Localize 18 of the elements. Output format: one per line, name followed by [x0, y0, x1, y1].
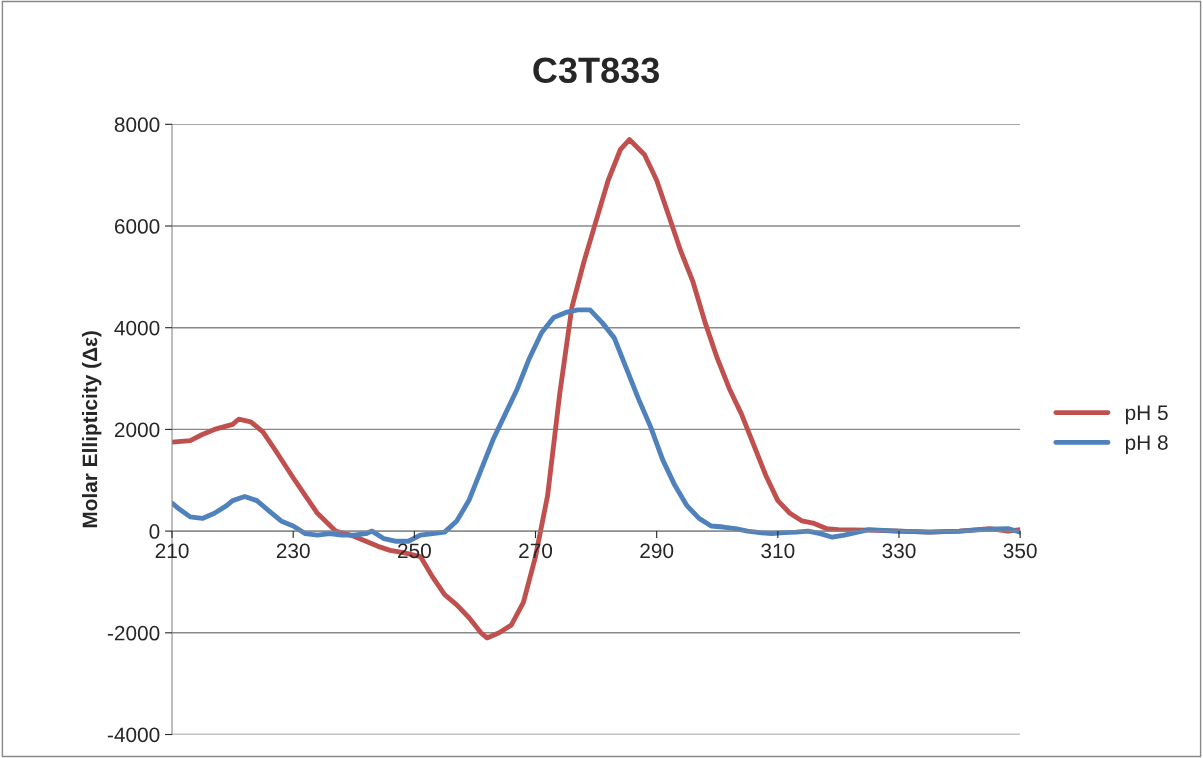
y-axis-title: Molar Ellipticity (Δε): [81, 331, 102, 528]
y-tick-label: -4000: [107, 727, 160, 743]
legend-label: pH 8: [1125, 435, 1168, 455]
x-tick-label: 290: [640, 543, 674, 559]
y-tick-label: 8000: [114, 117, 160, 133]
y-tick-label: 6000: [114, 219, 160, 234]
y-tick-label: 2000: [114, 422, 160, 438]
y-tick-label: 0: [149, 524, 160, 539]
y-tick-label: -2000: [107, 625, 160, 641]
line-series: [172, 307, 1021, 544]
x-tick-label: 210: [155, 543, 189, 559]
legend-label: pH 5: [1125, 405, 1168, 425]
chart-title: C3T833: [533, 57, 660, 84]
x-tick-label: 330: [882, 543, 916, 559]
x-tick-label: 310: [761, 543, 795, 559]
y-tick-label: 4000: [114, 320, 160, 336]
x-tick-label: 230: [276, 543, 310, 559]
x-tick-label: 350: [1003, 543, 1037, 559]
